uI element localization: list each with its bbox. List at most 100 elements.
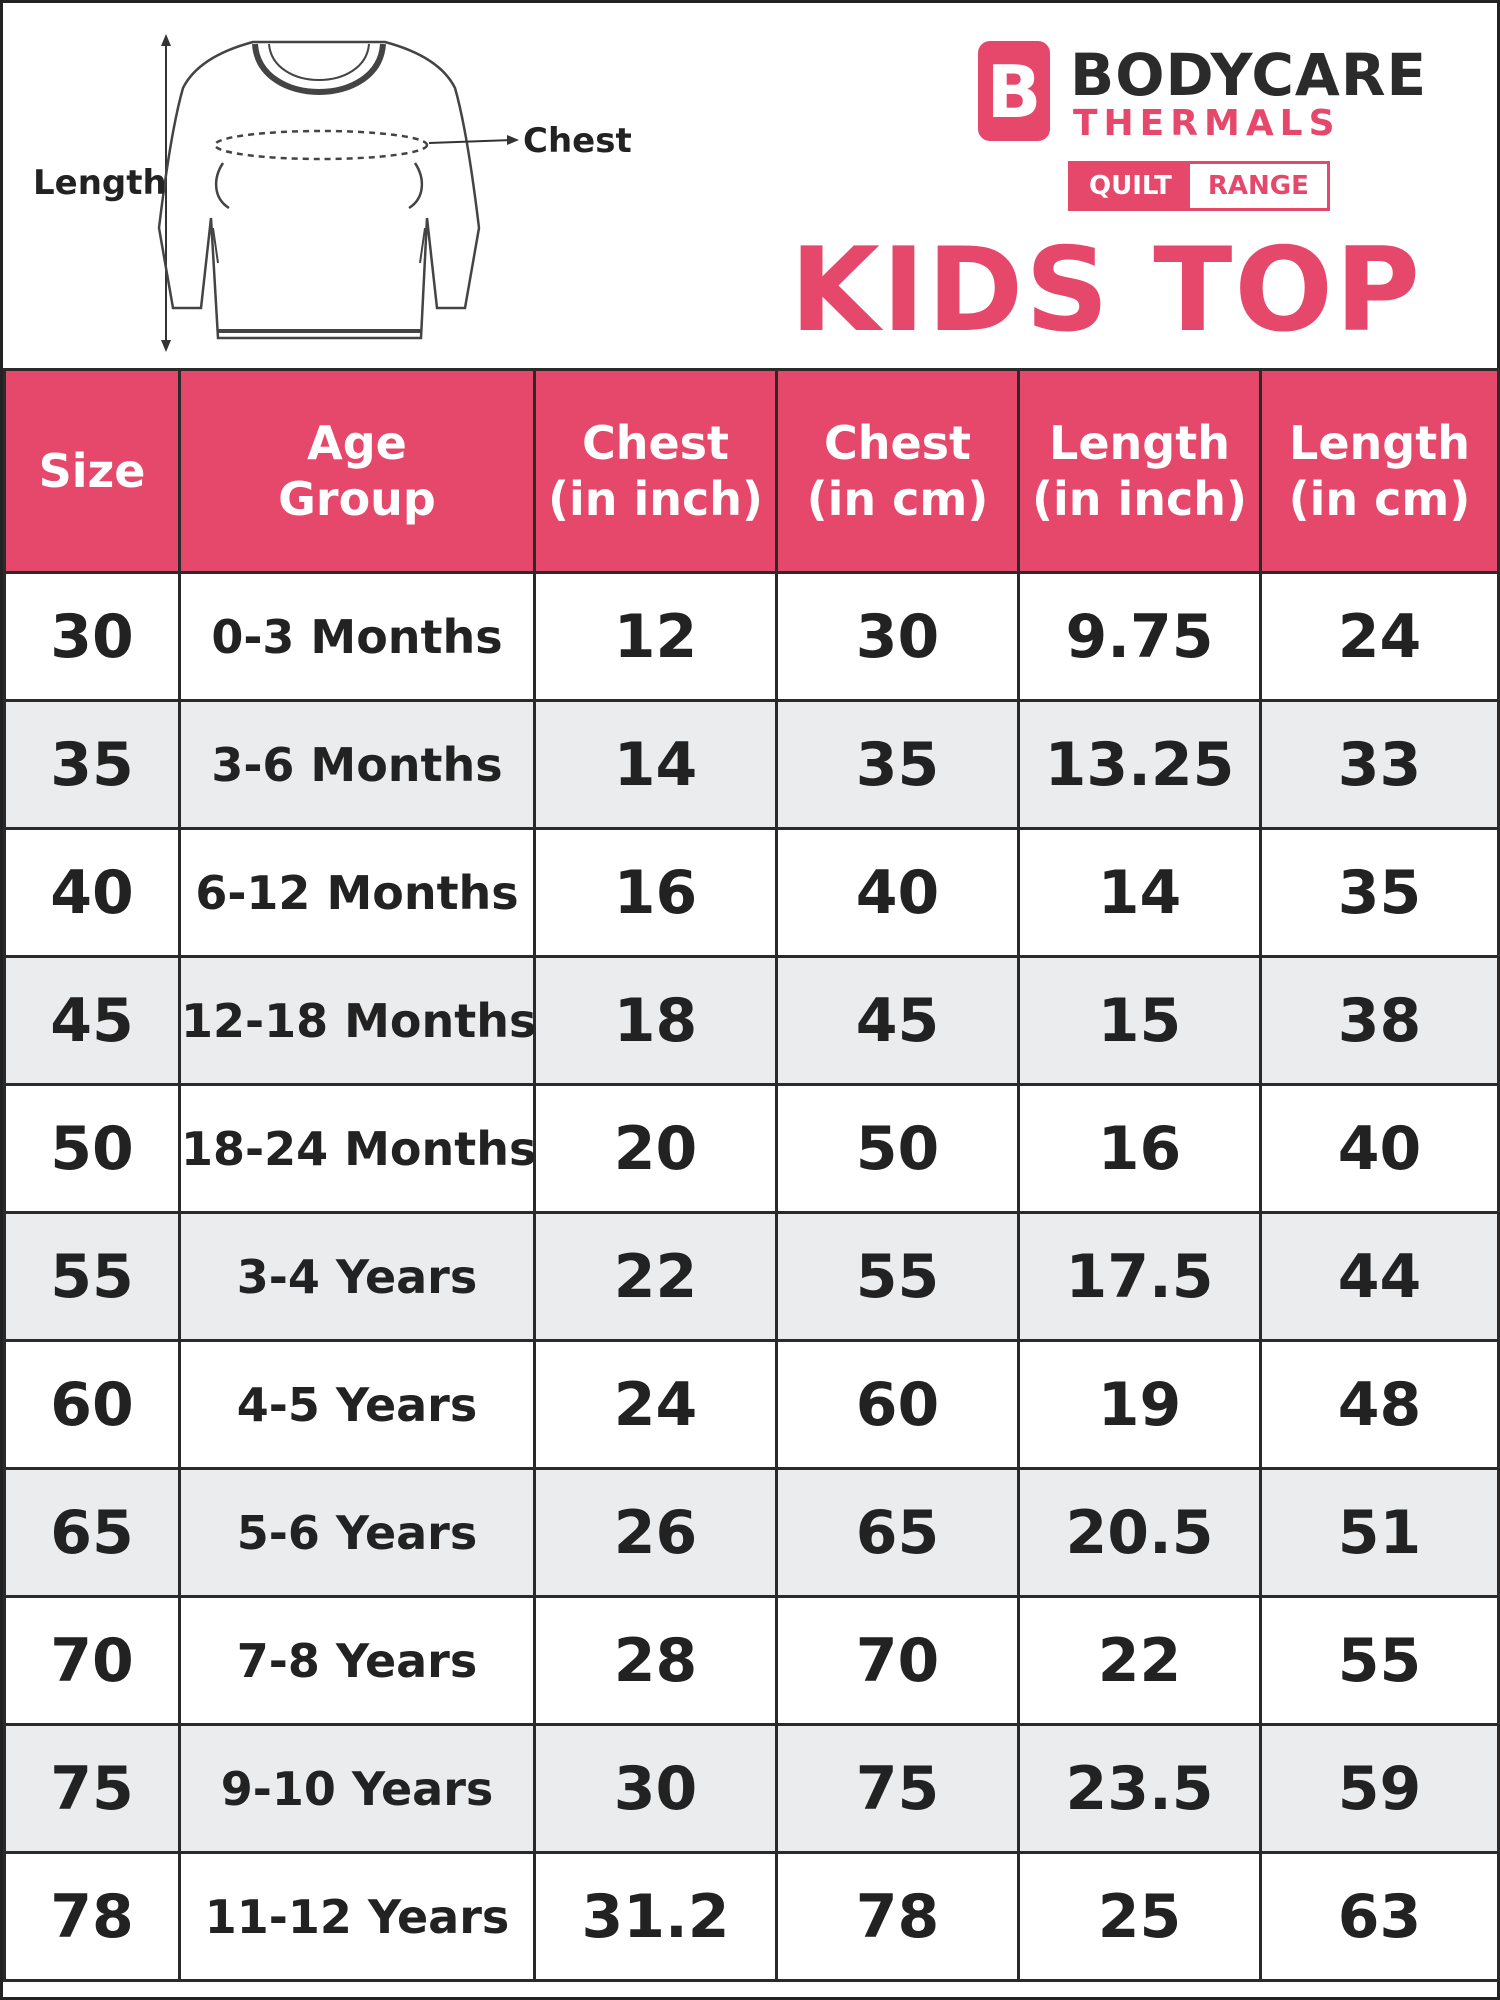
cell-chest-inch: 20 — [533, 1083, 778, 1214]
cell-length-cm: 33 — [1259, 699, 1500, 830]
cell-age-group: 11-12 Years — [178, 1851, 536, 1982]
svg-text:B: B — [987, 50, 1042, 134]
cell-age-group: 0-3 Months — [178, 571, 536, 702]
table-row: 50 18-24 Months 20 50 16 40 — [3, 1083, 1500, 1214]
cell-length-cm: 24 — [1259, 571, 1500, 702]
cell-chest-cm: 30 — [775, 571, 1020, 702]
cell-length-inch: 19 — [1017, 1339, 1262, 1470]
cell-chest-inch: 12 — [533, 571, 778, 702]
shirt-diagram — [157, 34, 519, 352]
table-row: 40 6-12 Months 16 40 14 35 — [3, 827, 1500, 958]
cell-length-cm: 59 — [1259, 1723, 1500, 1854]
cell-chest-inch: 26 — [533, 1467, 778, 1598]
table-row: 30 0-3 Months 12 30 9.75 24 — [3, 571, 1500, 702]
chest-label: Chest — [523, 121, 632, 161]
cell-length-cm: 63 — [1259, 1851, 1500, 1982]
size-table-container: Size Age Group Chest (in inch) Chest (in cm… — [3, 368, 1500, 1982]
brand-logo: B BODYCARE THERMALS — [978, 41, 1438, 151]
cell-length-inch: 15 — [1017, 955, 1262, 1086]
cell-chest-inch: 14 — [533, 699, 778, 830]
cell-chest-inch: 31.2 — [533, 1851, 778, 1982]
cell-age-group: 9-10 Years — [178, 1723, 536, 1854]
cell-chest-cm: 55 — [775, 1211, 1020, 1342]
cell-size: 70 — [3, 1595, 181, 1726]
table-row: 45 12-18 Months 18 45 15 38 — [3, 955, 1500, 1086]
cell-size: 30 — [3, 571, 181, 702]
cell-size: 55 — [3, 1211, 181, 1342]
cell-chest-cm: 70 — [775, 1595, 1020, 1726]
cell-length-cm: 44 — [1259, 1211, 1500, 1342]
cell-size: 50 — [3, 1083, 181, 1214]
table-row: 35 3-6 Months 14 35 13.25 33 — [3, 699, 1500, 830]
length-label: Length — [33, 163, 167, 203]
cell-chest-cm: 50 — [775, 1083, 1020, 1214]
cell-length-inch: 14 — [1017, 827, 1262, 958]
cell-length-inch: 9.75 — [1017, 571, 1262, 702]
table-header-row: Size Age Group Chest (in inch) Chest (in cm… — [3, 368, 1500, 574]
cell-chest-inch: 22 — [533, 1211, 778, 1342]
table-row: 78 11-12 Years 31.2 78 25 63 — [3, 1851, 1500, 1982]
cell-size: 40 — [3, 827, 181, 958]
cell-length-cm: 48 — [1259, 1339, 1500, 1470]
cell-length-inch: 23.5 — [1017, 1723, 1262, 1854]
cell-chest-inch: 30 — [533, 1723, 778, 1854]
cell-length-cm: 55 — [1259, 1595, 1500, 1726]
col-header-size: Size — [3, 368, 181, 574]
cell-size: 78 — [3, 1851, 181, 1982]
range-badge: QUILT RANGE — [1068, 161, 1330, 211]
cell-length-inch: 17.5 — [1017, 1211, 1262, 1342]
cell-length-inch: 25 — [1017, 1851, 1262, 1982]
cell-chest-cm: 78 — [775, 1851, 1020, 1982]
cell-length-cm: 38 — [1259, 955, 1500, 1086]
cell-size: 60 — [3, 1339, 181, 1470]
cell-age-group: 5-6 Years — [178, 1467, 536, 1598]
badge-range: RANGE — [1189, 164, 1327, 208]
cell-age-group: 7-8 Years — [178, 1595, 536, 1726]
col-header-length-cm: Length (in cm) — [1259, 368, 1500, 574]
cell-length-cm: 51 — [1259, 1467, 1500, 1598]
cell-length-inch: 13.25 — [1017, 699, 1262, 830]
brand-name: BODYCARE — [1070, 41, 1428, 109]
table-row: 55 3-4 Years 22 55 17.5 44 — [3, 1211, 1500, 1342]
table-row: 60 4-5 Years 24 60 19 48 — [3, 1339, 1500, 1470]
cell-chest-inch: 28 — [533, 1595, 778, 1726]
cell-chest-cm: 45 — [775, 955, 1020, 1086]
cell-chest-inch: 16 — [533, 827, 778, 958]
cell-length-inch: 16 — [1017, 1083, 1262, 1214]
cell-age-group: 3-6 Months — [178, 699, 536, 830]
page-title: KIDS TOP — [789, 223, 1422, 358]
cell-chest-cm: 35 — [775, 699, 1020, 830]
col-header-length-inch: Length (in inch) — [1017, 368, 1262, 574]
cell-size: 45 — [3, 955, 181, 1086]
cell-length-cm: 40 — [1259, 1083, 1500, 1214]
cell-chest-inch: 18 — [533, 955, 778, 1086]
table-row: 75 9-10 Years 30 75 23.5 59 — [3, 1723, 1500, 1854]
table-row: 70 7-8 Years 28 70 22 55 — [3, 1595, 1500, 1726]
cell-length-inch: 20.5 — [1017, 1467, 1262, 1598]
cell-length-cm: 35 — [1259, 827, 1500, 958]
table-row: 65 5-6 Years 26 65 20.5 51 — [3, 1467, 1500, 1598]
cell-age-group: 3-4 Years — [178, 1211, 536, 1342]
cell-chest-cm: 60 — [775, 1339, 1020, 1470]
col-header-age-group: Age Group — [178, 368, 536, 574]
cell-chest-inch: 24 — [533, 1339, 778, 1470]
cell-age-group: 18-24 Months — [178, 1083, 536, 1214]
cell-size: 35 — [3, 699, 181, 830]
col-header-chest-cm: Chest (in cm) — [775, 368, 1020, 574]
cell-chest-cm: 65 — [775, 1467, 1020, 1598]
size-table: Size Age Group Chest (in inch) Chest (in cm… — [3, 368, 1500, 1982]
cell-age-group: 4-5 Years — [178, 1339, 536, 1470]
brand-mark-icon: B — [978, 41, 1050, 141]
col-header-chest-inch: Chest (in inch) — [533, 368, 778, 574]
cell-size: 65 — [3, 1467, 181, 1598]
cell-chest-cm: 75 — [775, 1723, 1020, 1854]
cell-size: 75 — [3, 1723, 181, 1854]
header: Length Chest B BODYCARE THERMALS QUILT R… — [3, 3, 1497, 368]
cell-age-group: 6-12 Months — [178, 827, 536, 958]
cell-age-group: 12-18 Months — [178, 955, 536, 1086]
cell-chest-cm: 40 — [775, 827, 1020, 958]
cell-length-inch: 22 — [1017, 1595, 1262, 1726]
brand-subname: THERMALS — [1073, 103, 1341, 144]
badge-quilt: QUILT — [1071, 164, 1190, 208]
